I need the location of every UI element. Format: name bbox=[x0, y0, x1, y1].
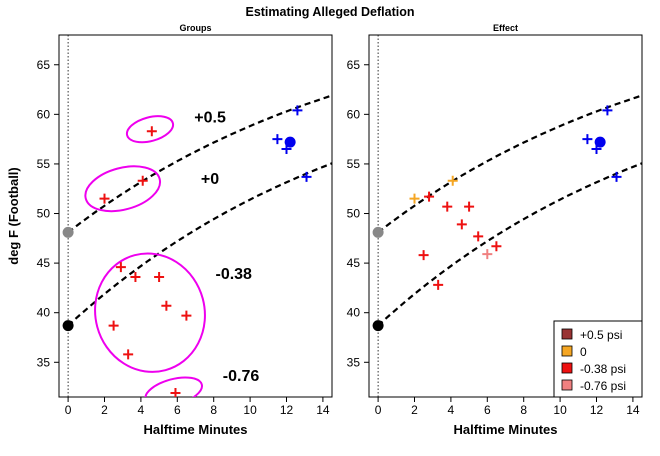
group-annotation: -0.76 bbox=[223, 368, 260, 385]
data-point-plus bbox=[582, 134, 593, 145]
plot-area bbox=[62, 35, 332, 397]
data-point-plus bbox=[301, 171, 312, 182]
y-tick-label: 35 bbox=[347, 355, 361, 369]
y-tick-label: 60 bbox=[37, 107, 51, 121]
group-annotation: +0 bbox=[201, 171, 219, 188]
group-ellipse bbox=[125, 115, 175, 144]
x-tick-label: 10 bbox=[243, 403, 257, 417]
x-tick-label: 0 bbox=[375, 403, 382, 417]
data-point-plus bbox=[442, 201, 453, 212]
data-point-plus bbox=[146, 126, 157, 137]
data-point-plus bbox=[123, 349, 134, 360]
y-tick-label: 35 bbox=[37, 355, 51, 369]
data-point-dot bbox=[594, 136, 606, 148]
panel-effect: Effect 0 2 4 6 8 10 12 14 35 40 45 50 55 60 65 Halftime … bbox=[347, 23, 643, 437]
y-axis-label: deg F (Football) bbox=[6, 167, 21, 264]
warming-curve bbox=[67, 94, 332, 234]
x-tick-label: 6 bbox=[174, 403, 181, 417]
group-annotation: -0.38 bbox=[215, 266, 252, 283]
y-tick-label: 55 bbox=[347, 157, 361, 171]
data-point-dot bbox=[62, 320, 74, 332]
data-point-dot bbox=[62, 226, 74, 238]
x-tick-label: 8 bbox=[210, 403, 217, 417]
data-point-plus bbox=[491, 241, 502, 252]
figure-title: Estimating Alleged Deflation bbox=[245, 5, 414, 19]
y-tick-label: 45 bbox=[347, 256, 361, 270]
data-point-plus bbox=[482, 249, 493, 260]
data-point-plus bbox=[409, 193, 420, 204]
group-annotation: +0.5 bbox=[194, 109, 226, 126]
legend-swatch bbox=[561, 379, 573, 391]
x-tick-label: 4 bbox=[138, 403, 145, 417]
legend-swatch bbox=[561, 328, 573, 340]
legend-label: +0.5 psi bbox=[580, 328, 622, 342]
x-tick-label: 14 bbox=[626, 403, 640, 417]
x-tick-label: 10 bbox=[553, 403, 567, 417]
warming-curve bbox=[377, 94, 642, 234]
x-tick-label: 12 bbox=[590, 403, 604, 417]
x-axis-label: Halftime Minutes bbox=[143, 422, 247, 437]
y-tick-label: 65 bbox=[347, 58, 361, 72]
y-tick-label: 60 bbox=[347, 107, 361, 121]
data-point-plus bbox=[433, 279, 444, 290]
y-tick-label: 65 bbox=[37, 58, 51, 72]
data-point-plus bbox=[611, 171, 622, 182]
x-tick-label: 12 bbox=[280, 403, 294, 417]
warming-curve bbox=[377, 162, 642, 327]
data-point-plus bbox=[181, 310, 192, 321]
x-tick-label: 2 bbox=[411, 403, 418, 417]
group-ellipse bbox=[144, 376, 203, 397]
x-tick-label: 8 bbox=[520, 403, 527, 417]
data-point-dot bbox=[372, 226, 384, 238]
data-point-plus bbox=[154, 271, 165, 282]
group-ellipse bbox=[84, 165, 162, 213]
data-point-plus bbox=[115, 262, 126, 273]
plot-frame bbox=[58, 34, 333, 398]
panel-title: Effect bbox=[493, 23, 518, 33]
y-tick-label: 40 bbox=[37, 306, 51, 320]
panel-title: Groups bbox=[179, 23, 211, 33]
y-tick-label: 40 bbox=[347, 306, 361, 320]
data-point-plus bbox=[602, 105, 613, 116]
data-point-plus bbox=[161, 300, 172, 311]
x-tick-label: 2 bbox=[101, 403, 108, 417]
data-point-plus bbox=[418, 250, 429, 261]
data-point-plus bbox=[447, 175, 458, 186]
legend-label: -0.76 psi bbox=[580, 379, 626, 393]
legend-swatch bbox=[561, 362, 573, 374]
data-point-plus bbox=[170, 388, 181, 397]
warming-curve bbox=[67, 162, 332, 327]
y-tick-label: 50 bbox=[37, 207, 51, 221]
y-tick-label: 45 bbox=[37, 256, 51, 270]
y-tick-label: 55 bbox=[37, 157, 51, 171]
x-tick-label: 14 bbox=[316, 403, 330, 417]
data-point-plus bbox=[99, 193, 110, 204]
data-point-plus bbox=[473, 231, 484, 242]
legend-label: 0 bbox=[580, 345, 587, 359]
y-tick-label: 50 bbox=[347, 207, 361, 221]
data-point-dot bbox=[372, 320, 384, 332]
data-point-plus bbox=[456, 219, 467, 230]
data-point-plus bbox=[292, 105, 303, 116]
data-point-plus bbox=[424, 191, 435, 202]
panel-groups: Groups 0 2 4 6 8 10 12 14 35 40 45 50 55 60 65 Halftime … bbox=[6, 23, 333, 437]
data-point-plus bbox=[464, 201, 475, 212]
data-point-plus bbox=[137, 175, 148, 186]
legend-label: -0.38 psi bbox=[580, 362, 626, 376]
data-point-plus bbox=[108, 320, 119, 331]
x-tick-label: 4 bbox=[448, 403, 455, 417]
group-ellipse bbox=[94, 252, 206, 373]
data-point-plus bbox=[130, 271, 141, 282]
x-tick-label: 0 bbox=[65, 403, 72, 417]
plot-frame bbox=[368, 34, 643, 398]
data-point-plus bbox=[272, 134, 283, 145]
legend-swatch bbox=[561, 345, 573, 357]
plot-area bbox=[372, 35, 642, 397]
data-point-dot bbox=[284, 136, 296, 148]
x-axis-label: Halftime Minutes bbox=[453, 422, 557, 437]
x-tick-label: 6 bbox=[484, 403, 491, 417]
